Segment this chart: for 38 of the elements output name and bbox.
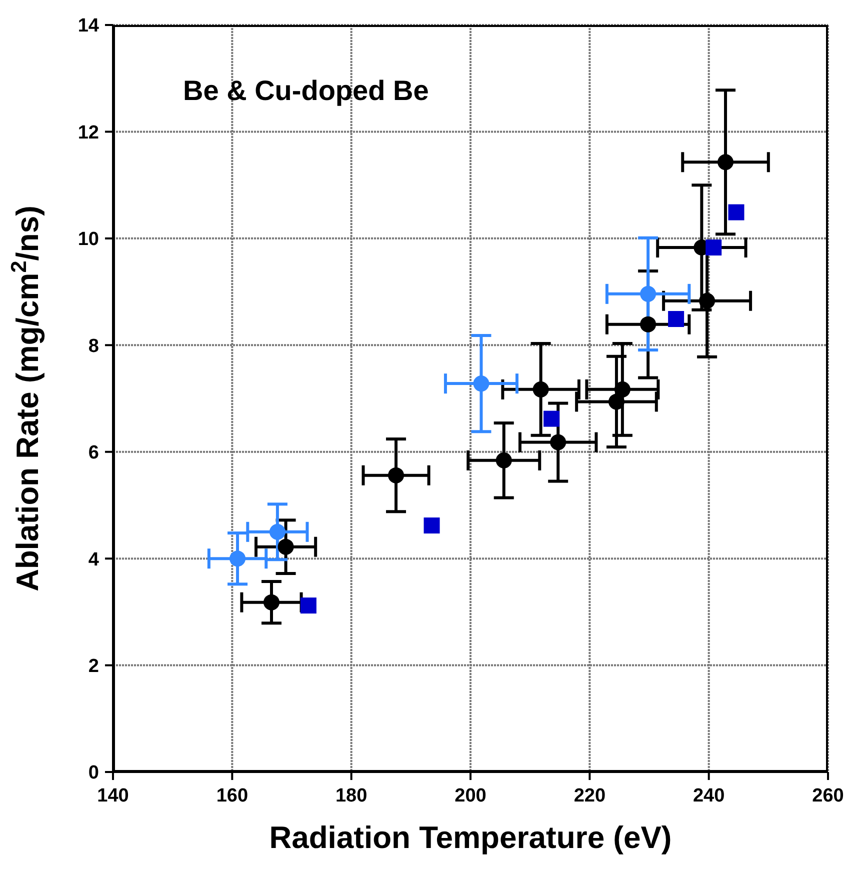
y-tick-label: 12 xyxy=(78,122,99,144)
point xyxy=(608,394,624,410)
point xyxy=(699,292,716,309)
x-tick-label: 200 xyxy=(454,785,486,806)
y-tick-label: 14 xyxy=(78,16,100,37)
point xyxy=(668,311,684,327)
point xyxy=(269,524,286,540)
x-tick-label: 220 xyxy=(574,785,606,806)
x-tick-label: 260 xyxy=(812,785,844,806)
x-axis-title: Radiation Temperature (eV) xyxy=(269,820,672,855)
point xyxy=(263,594,280,610)
point xyxy=(230,550,246,567)
y-tick-label: 10 xyxy=(78,229,99,250)
y-tick-label: 6 xyxy=(88,442,99,464)
point xyxy=(706,240,722,256)
point xyxy=(278,538,294,555)
text: Be & Cu-doped Be xyxy=(183,75,429,107)
point xyxy=(388,467,404,484)
point xyxy=(473,376,490,392)
point xyxy=(550,434,566,450)
y-tick-label: 4 xyxy=(88,549,100,570)
y-tick-label: 8 xyxy=(88,336,99,357)
point xyxy=(718,154,734,170)
point xyxy=(424,517,440,534)
point xyxy=(496,452,512,468)
point xyxy=(300,598,316,614)
y-tick-label: 2 xyxy=(88,656,99,678)
x-tick-label: 180 xyxy=(335,785,368,806)
point xyxy=(640,316,656,332)
point xyxy=(544,410,560,427)
point xyxy=(532,381,549,398)
y-tick-label: 0 xyxy=(88,762,99,784)
x-tick-label: 140 xyxy=(97,785,129,806)
point xyxy=(728,204,744,220)
x-tick-label: 160 xyxy=(216,785,248,806)
x-tick-label: 240 xyxy=(692,785,725,806)
point xyxy=(614,381,630,398)
point xyxy=(640,286,656,302)
